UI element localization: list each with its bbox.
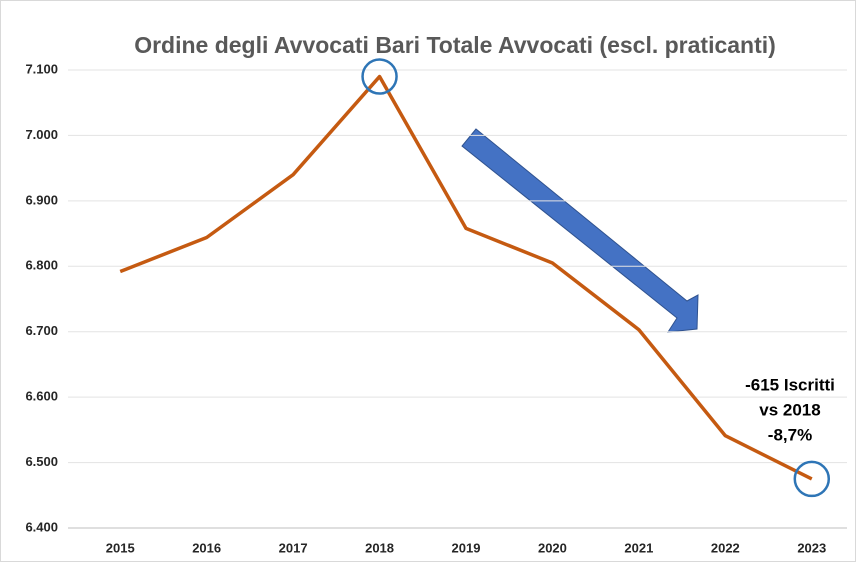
x-tick-label: 2023: [797, 540, 826, 555]
y-tick-label: 6.500: [25, 454, 58, 469]
x-tick-label: 2017: [279, 540, 308, 555]
x-tick-label: 2022: [711, 540, 740, 555]
x-tick-label: 2018: [365, 540, 394, 555]
y-tick-label: 6.800: [25, 258, 58, 273]
y-tick-label: 7.000: [25, 127, 58, 142]
y-tick-label: 7.100: [25, 61, 58, 76]
x-tick-label: 2019: [452, 540, 481, 555]
x-tick-label: 2015: [106, 540, 135, 555]
y-tick-label: 6.400: [25, 519, 58, 534]
y-tick-label: 6.700: [25, 323, 58, 338]
y-tick-label: 6.900: [25, 192, 58, 207]
y-tick-label: 6.600: [25, 389, 58, 404]
x-tick-label: 2020: [538, 540, 567, 555]
highlight-circle: [793, 460, 831, 498]
chart-title: Ordine degli Avvocati Bari Totale Avvoca…: [134, 32, 776, 58]
x-tick-label: 2021: [624, 540, 653, 555]
trend-arrow: [461, 128, 699, 333]
annotation: -615 Iscritti: [745, 375, 835, 394]
annotation: -8,7%: [768, 425, 812, 444]
annotation: vs 2018: [759, 400, 820, 419]
x-tick-label: 2016: [192, 540, 221, 555]
data-line: [119, 74, 813, 481]
highlight-circle: [361, 58, 398, 95]
